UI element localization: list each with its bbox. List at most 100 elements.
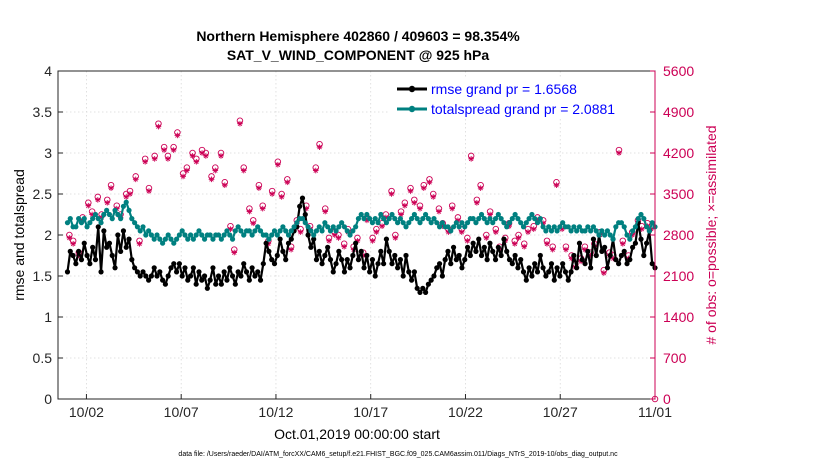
- rmse-point: [221, 269, 227, 275]
- rmse-point: [280, 248, 286, 254]
- totalspread-point: [506, 220, 513, 226]
- totalspread-point: [229, 236, 236, 242]
- totalspread-point: [353, 224, 359, 230]
- rmse-point: [330, 269, 336, 275]
- totalspread-point: [372, 216, 378, 222]
- totalspread-point: [560, 220, 566, 226]
- totalspread-point: [459, 220, 465, 226]
- totalspread-point: [406, 220, 412, 226]
- rmse-point: [515, 265, 521, 271]
- rmse-point: [492, 257, 499, 263]
- rmse-point: [529, 273, 535, 279]
- obs-assimilated-marker: [373, 229, 380, 235]
- totalspread-point: [344, 228, 350, 234]
- x-tick-label: 10/27: [543, 404, 578, 420]
- rmse-point: [350, 252, 356, 259]
- totalspread-point: [624, 232, 630, 238]
- totalspread-point: [439, 220, 445, 226]
- obs-assimilated-stroke: [152, 156, 157, 162]
- rmse-point: [464, 244, 471, 250]
- rmse-point: [537, 252, 543, 259]
- totalspread-point: [283, 228, 289, 234]
- totalspread-point: [106, 211, 113, 218]
- rmse-point: [255, 269, 261, 275]
- totalspread-point: [484, 220, 490, 226]
- obs-assimilated-marker: [199, 150, 205, 156]
- obs-assimilated-marker: [553, 182, 560, 189]
- obs-assimilated-stroke: [67, 235, 72, 241]
- totalspread-point: [381, 216, 387, 222]
- totalspread-point: [327, 228, 334, 234]
- totalspread-point: [627, 236, 633, 242]
- rmse-point: [593, 252, 599, 259]
- right-y-axis-ticks: 0 700 1400 2100 2800 3500 4200 4900 5600: [650, 63, 694, 407]
- totalspread-point: [529, 211, 535, 218]
- rmse-point: [84, 252, 90, 259]
- obs-assimilated-stroke: [313, 168, 319, 173]
- x-tick-label: 10/02: [69, 404, 104, 420]
- totalspread-point: [322, 220, 328, 226]
- totalspread-point: [596, 232, 602, 238]
- rmse-point: [143, 273, 149, 279]
- totalspread-point: [288, 228, 294, 234]
- obs-assimilated-marker: [132, 176, 139, 183]
- totalspread-point: [285, 232, 292, 238]
- rmse-point: [115, 232, 121, 238]
- obs-assimilated-marker: [237, 120, 243, 127]
- obs-assimilated-marker: [278, 194, 285, 200]
- rmse-point: [392, 252, 398, 259]
- rmse-point: [422, 289, 429, 295]
- rmse-point: [576, 240, 583, 246]
- obs-assimilated-marker: [525, 229, 531, 235]
- chart-title-line-1: Northern Hemisphere 402860 / 409603 = 98…: [196, 28, 520, 44]
- obs-assimilated-marker: [398, 211, 404, 218]
- rmse-point: [263, 240, 269, 246]
- obs-assimilated-stroke: [108, 185, 114, 191]
- rmse-point: [467, 252, 473, 259]
- totalspread-point: [171, 240, 177, 246]
- rmse-point: [176, 261, 182, 267]
- totalspread-point: [90, 216, 96, 222]
- totalspread-point: [252, 228, 258, 234]
- obs-assimilated-marker: [127, 191, 133, 197]
- totalspread-point: [464, 220, 471, 226]
- rmse-point: [448, 261, 454, 267]
- obs-assimilated-stroke: [137, 241, 142, 247]
- totalspread-point: [81, 216, 87, 222]
- totalspread-point: [118, 216, 124, 222]
- rmse-point: [285, 240, 292, 246]
- rmse-point: [375, 261, 381, 267]
- rmse-point: [271, 261, 278, 267]
- rmse-point: [571, 252, 577, 259]
- totalspread-point: [190, 236, 196, 242]
- totalspread-point: [165, 232, 171, 238]
- rmse-point: [523, 277, 529, 283]
- obs-assimilated-marker: [170, 147, 177, 153]
- obs-assimilated-stroke: [336, 235, 341, 241]
- obs-assimilated-marker: [483, 235, 490, 241]
- obs-assimilated-stroke: [616, 150, 622, 156]
- obs-assimilated-stroke: [326, 238, 332, 244]
- rmse-point: [87, 261, 93, 267]
- totalspread-point: [515, 216, 521, 222]
- totalspread-point: [364, 211, 370, 218]
- right-y-tick-label: 1400: [663, 309, 694, 325]
- rmse-point: [159, 277, 166, 283]
- rmse-point: [618, 252, 625, 259]
- totalspread-point: [95, 216, 101, 222]
- totalspread-point: [112, 207, 118, 213]
- totalspread-point: [294, 220, 300, 226]
- totalspread-point: [140, 224, 146, 230]
- obs-assimilated-stroke: [544, 241, 550, 247]
- obs-assimilated-stroke: [521, 244, 527, 249]
- totalspread-point: [313, 228, 320, 234]
- obs-assimilated-stroke: [146, 188, 152, 194]
- rmse-point: [579, 257, 585, 263]
- left-y-tick-label: 2: [44, 227, 52, 243]
- x-tick-label: 10/12: [258, 404, 293, 420]
- obs-assimilated-marker: [184, 167, 190, 174]
- rmse-point: [305, 232, 311, 238]
- series-lines: [64, 195, 658, 295]
- totalspread-point: [450, 224, 457, 230]
- obs-assimilated-stroke: [247, 209, 252, 214]
